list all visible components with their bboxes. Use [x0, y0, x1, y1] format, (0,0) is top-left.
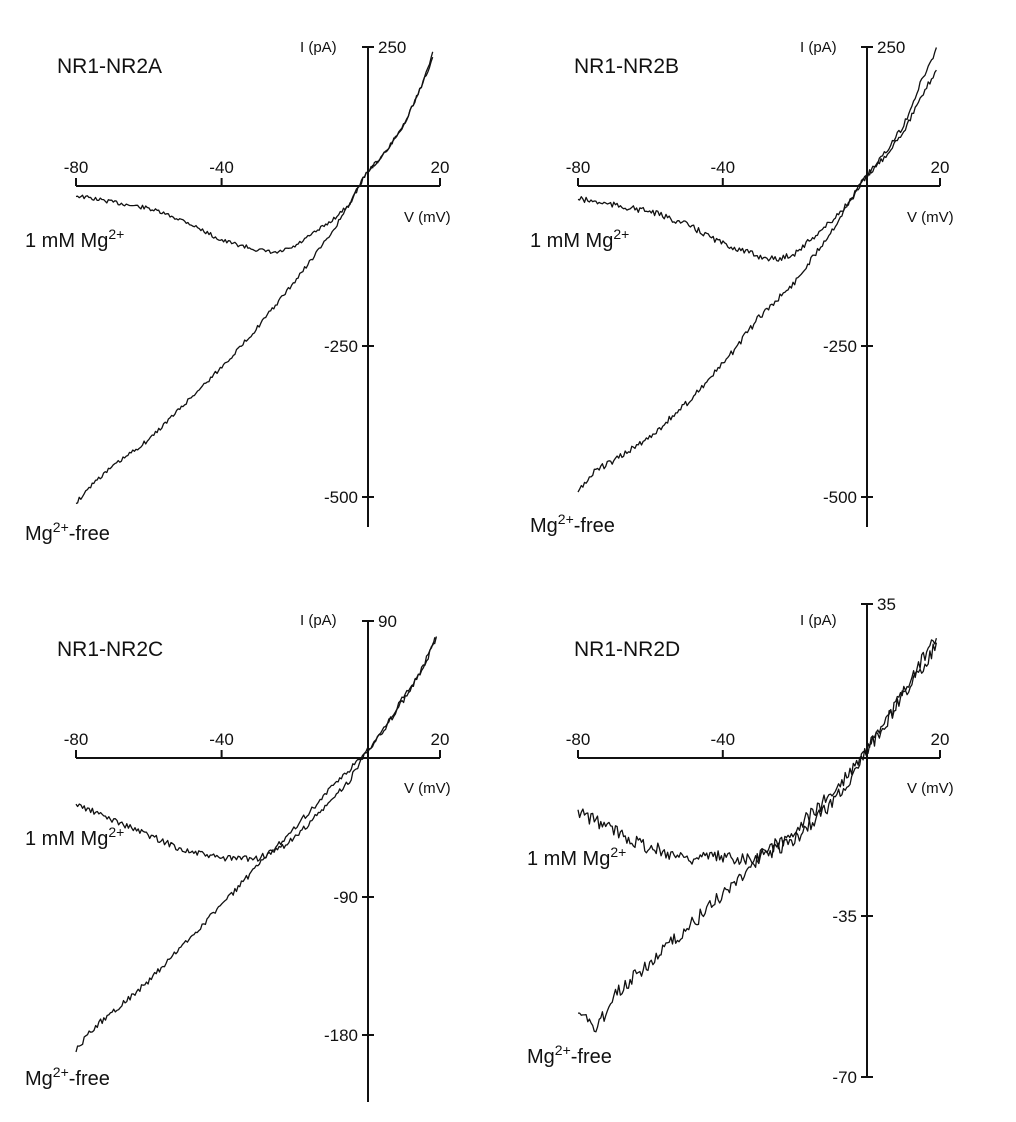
y-axis-title: I (pA): [800, 39, 837, 56]
y-tick-label: 250: [378, 38, 406, 57]
x-axis-title: V (mV): [907, 780, 954, 797]
x-tick-label: -40: [711, 158, 736, 177]
series-label-mg-free: Mg2+-free: [530, 511, 615, 537]
trace-mg: [75, 56, 434, 254]
y-tick-label: -250: [823, 337, 857, 356]
trace-mg: [75, 636, 438, 862]
x-tick-label: -40: [209, 730, 234, 749]
trace-mg: [577, 642, 938, 865]
trace-mg-free: [578, 638, 938, 1033]
x-tick-label: 20: [431, 730, 450, 749]
x-axis-title: V (mV): [404, 780, 451, 797]
panel-3: -80 -40 20 90 -90 -180 NR1-NR2C I (pA) V (mV) 1 m…: [25, 612, 451, 1102]
y-tick-label: 250: [877, 38, 905, 57]
series-label-mg: 1 mM Mg2+: [25, 226, 124, 252]
panel-4: -80 -40 20 35 -35 -70 NR1-NR2D I (pA) V (mV) 1 mM…: [527, 595, 954, 1087]
x-axis-title: V (mV): [907, 209, 954, 226]
y-tick-label: 90: [378, 612, 397, 631]
x-tick-label: 20: [431, 158, 450, 177]
y-tick-label: -500: [324, 488, 358, 507]
y-tick-label: -70: [832, 1068, 857, 1087]
x-tick-label: -80: [566, 158, 591, 177]
x-tick-label: -80: [64, 730, 89, 749]
panel-1: -80 -40 20 250 -250 -500 NR1-NR2A I (pA) V (mV) 1…: [25, 38, 451, 545]
y-tick-label: -90: [333, 888, 358, 907]
panel-title: NR1-NR2D: [574, 638, 680, 661]
y-tick-label: -250: [324, 337, 358, 356]
y-tick-label: 35: [877, 595, 896, 614]
x-tick-label: -40: [711, 730, 736, 749]
y-tick-label: -35: [832, 907, 857, 926]
trace-mg-free: [75, 637, 437, 1053]
trace-mg: [577, 69, 937, 262]
series-label-mg: 1 mM Mg2+: [530, 226, 629, 252]
series-label-mg-free: Mg2+-free: [25, 519, 110, 545]
x-axis-title: V (mV): [404, 209, 451, 226]
trace-mg-free: [75, 51, 434, 505]
panel-2: -80 -40 20 250 -250 -500 NR1-NR2B I (pA) V (mV) 1…: [530, 38, 954, 537]
series-label-mg-free: Mg2+-free: [527, 1042, 612, 1068]
x-tick-label: -40: [209, 158, 234, 177]
y-tick-label: -500: [823, 488, 857, 507]
panel-title: NR1-NR2C: [57, 638, 163, 661]
series-label-mg: 1 mM Mg2+: [527, 844, 626, 870]
panel-title: NR1-NR2B: [574, 55, 679, 78]
panel-title: NR1-NR2A: [57, 55, 162, 78]
x-tick-label: 20: [931, 158, 950, 177]
x-tick-label: 20: [931, 730, 950, 749]
y-axis-title: I (pA): [800, 612, 837, 629]
series-label-mg: 1 mM Mg2+: [25, 824, 124, 850]
x-tick-label: -80: [566, 730, 591, 749]
series-label-mg-free: Mg2+-free: [25, 1064, 110, 1090]
y-axis-title: I (pA): [300, 39, 337, 56]
y-axis-title: I (pA): [300, 612, 337, 629]
trace-mg-free: [577, 47, 938, 493]
x-tick-label: -80: [64, 158, 89, 177]
y-tick-label: -180: [324, 1026, 358, 1045]
